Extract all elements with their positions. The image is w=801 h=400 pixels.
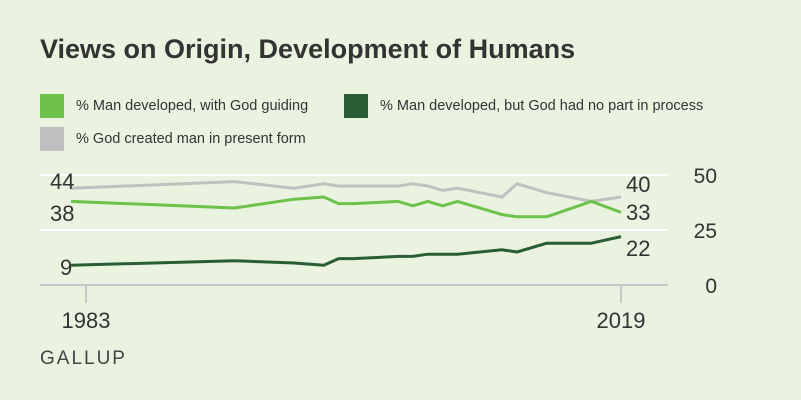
start-value-label-creationist: 44 [50,169,74,194]
start-value-label-god-guiding: 38 [50,201,74,226]
legend-item-creationist: % God created man in present form [40,127,306,151]
x-tick-label-1983: 1983 [62,308,111,333]
legend-item-no-god: % Man developed, but God had no part in … [344,94,703,118]
chart-title: Views on Origin, Development of Humans [40,34,576,64]
start-value-label-no-god: 9 [60,255,72,280]
series-line-no-god [71,235,622,267]
legend-swatch-creationist [40,127,64,151]
gallup-logo: GALLUP [40,348,127,369]
end-value-label-creationist: 40 [626,172,650,197]
y-tick-label-25: 25 [694,220,717,243]
legend-swatch-god-guiding [40,94,64,118]
end-value-label-no-god: 22 [626,236,650,261]
legend-item-god-guiding: % Man developed, with God guiding [40,94,308,118]
x-tick-label-2019: 2019 [597,308,646,333]
legend-label-creationist: % God created man in present form [76,131,306,147]
end-value-label-god-guiding: 33 [626,200,650,225]
legend-label-god-guiding: % Man developed, with God guiding [76,98,309,114]
series-line-god-guiding [71,195,622,219]
y-tick-label-50: 50 [694,165,717,188]
legend-label-no-god: % Man developed, but God had no part in … [380,98,704,114]
series-line-creationist [71,180,622,203]
legend-swatch-no-god [344,94,368,118]
y-tick-label-0: 0 [705,275,717,298]
